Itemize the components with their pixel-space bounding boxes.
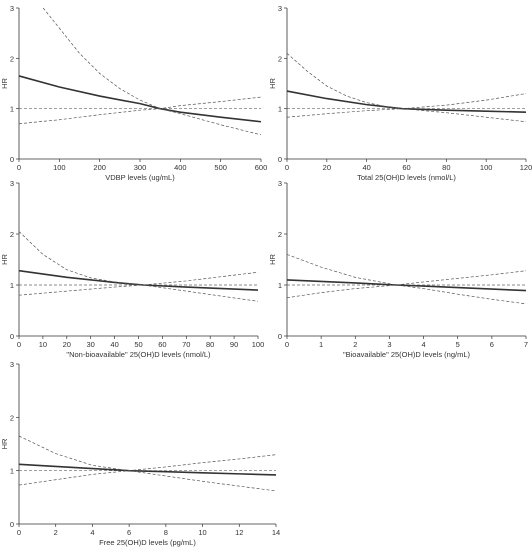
panel-4-x-tick-label: 0 (285, 340, 289, 349)
panel-3-y-tick-label: 1 (10, 281, 14, 290)
panel-2-y-tick-label: 3 (278, 4, 282, 13)
panel-1-y-axis-label: HR (0, 78, 9, 89)
panel-3-y-axis-label: HR (0, 254, 9, 265)
panel-4-lower-ci-line (286, 270, 527, 299)
panel-3-y-tick-label: 3 (10, 179, 14, 188)
panel-3-y-tick-label: 0 (10, 332, 14, 341)
panel-4-y-tick-label: 3 (278, 179, 282, 188)
panel-3-x-tick-label: 20 (63, 340, 71, 349)
panel-1-upper-ci-line (42, 7, 262, 136)
panel-3-x-axis-label: "Non-bioavailable" 25(OH)D levels (nmol/… (66, 350, 211, 359)
panel-4-upper-ci-line (286, 254, 527, 305)
panel-3-x-tick-label: 60 (158, 340, 166, 349)
panel-5-x-tick-label: 2 (54, 528, 58, 537)
panel-2-y-axis-label: HR (268, 78, 277, 89)
panel-3-hr-line (18, 269, 259, 291)
panel-1-hr-line (18, 75, 262, 123)
panel-4-x-tick-label: 6 (490, 340, 494, 349)
panel-2-x-tick-label: 100 (480, 163, 493, 172)
panel-4-x-tick-label: 2 (353, 340, 357, 349)
panel-1-x-tick-label: 300 (134, 163, 147, 172)
panel-1-x-tick-label: 500 (214, 163, 227, 172)
panel-2-y-tick-label: 1 (278, 105, 282, 114)
panel-2-y-tick-label: 0 (278, 155, 282, 164)
panel-2-x-tick-label: 20 (323, 163, 331, 172)
panel-3-lower-ci-line (18, 271, 259, 296)
panel-3-x-tick-label: 40 (110, 340, 118, 349)
panel-1-x-tick-label: 0 (17, 163, 21, 172)
panel-4-x-tick-label: 1 (319, 340, 323, 349)
panel-2-x-tick-label: 120 (520, 163, 532, 172)
panel-1-x-tick-label: 400 (174, 163, 187, 172)
panel-5-x-tick-label: 4 (90, 528, 94, 537)
panel-4-hr-line (286, 279, 527, 292)
panel-1-y-tick-label: 2 (10, 54, 14, 63)
panel-2-x-axis-label: Total 25(OH)D levels (nmol/L) (357, 173, 456, 182)
panel-4-x-tick-label: 5 (456, 340, 460, 349)
panel-1-y-tick-label: 1 (10, 105, 14, 114)
panel-1-lower-ci-line (18, 96, 262, 125)
panel-4-y-axis-label: HR (268, 254, 277, 265)
panel-1-y-tick-label: 0 (10, 155, 14, 164)
panel-1-x-tick-label: 600 (255, 163, 268, 172)
panel-2-x-tick-label: 80 (442, 163, 450, 172)
panel-4-y-tick-label: 0 (278, 332, 282, 341)
panel-2-x-tick-label: 40 (362, 163, 370, 172)
panel-5-x-tick-label: 12 (235, 528, 243, 537)
panel-4-y-tick-label: 2 (278, 230, 282, 239)
panel-3-x-tick-label: 10 (39, 340, 47, 349)
panel-5-upper-ci-line (18, 435, 277, 492)
panel-5-y-axis-label: HR (0, 438, 9, 449)
panel-4-x-tick-label: 4 (421, 340, 425, 349)
panel-5-x-tick-label: 0 (17, 528, 21, 537)
panel-2-lower-ci-line (286, 93, 527, 118)
panel-3-x-tick-label: 50 (134, 340, 142, 349)
panel-1-y-tick-label: 3 (10, 4, 14, 13)
panel-1-x-tick-label: 100 (53, 163, 66, 172)
panel-2-x-tick-label: 60 (402, 163, 410, 172)
panel-3-x-tick-label: 90 (230, 340, 238, 349)
panel-4-y-tick-label: 1 (278, 281, 282, 290)
panel-5-hr-line (18, 463, 277, 476)
panel-5-x-tick-label: 10 (198, 528, 206, 537)
panel-5-lower-ci-line (18, 454, 277, 486)
panel-5-x-tick-label: 6 (127, 528, 131, 537)
panel-3-x-tick-label: 30 (87, 340, 95, 349)
panel-5-x-tick-label: 8 (164, 528, 168, 537)
panel-4-x-tick-label: 7 (524, 340, 528, 349)
panel-2-x-tick-label: 0 (285, 163, 289, 172)
panel-4-x-tick-label: 3 (387, 340, 391, 349)
panel-3-upper-ci-line (18, 231, 259, 302)
panel-5-y-tick-label: 0 (10, 520, 14, 529)
panel-5-x-tick-label: 14 (272, 528, 280, 537)
panel-5-y-tick-label: 3 (10, 360, 14, 369)
panel-4-x-axis-label: "Bioavailable" 25(OH)D levels (ng/mL) (343, 350, 471, 359)
panel-3-y-tick-label: 2 (10, 230, 14, 239)
panel-5-x-axis-label: Free 25(OH)D levels (pg/mL) (99, 538, 196, 547)
panel-3-x-tick-label: 100 (252, 340, 265, 349)
panel-1-x-tick-label: 200 (93, 163, 106, 172)
panel-1-x-axis-label: VDBP levels (ug/mL) (105, 173, 175, 182)
panel-3-x-tick-label: 0 (17, 340, 21, 349)
panel-5-y-tick-label: 2 (10, 413, 14, 422)
panel-2: 0 1 2 3 0 20 40 60 80 100 120 HR Total 25(OH)D level… (268, 4, 532, 182)
panel-2-y-tick-label: 2 (278, 54, 282, 63)
panel-2-upper-ci-line (286, 53, 527, 123)
panel-1: 0 1 2 3 0 100 200 300 400 500 600 HR VDBP levels (ug… (0, 4, 267, 182)
panel-3-x-tick-label: 70 (182, 340, 190, 349)
panel-3-x-tick-label: 80 (206, 340, 214, 349)
panel-5-y-tick-label: 1 (10, 467, 14, 476)
panel-4: 0 1 2 3 0 1 2 3 4 5 6 7 HR "Bioavailable" 25(OH)D lev… (268, 179, 528, 359)
